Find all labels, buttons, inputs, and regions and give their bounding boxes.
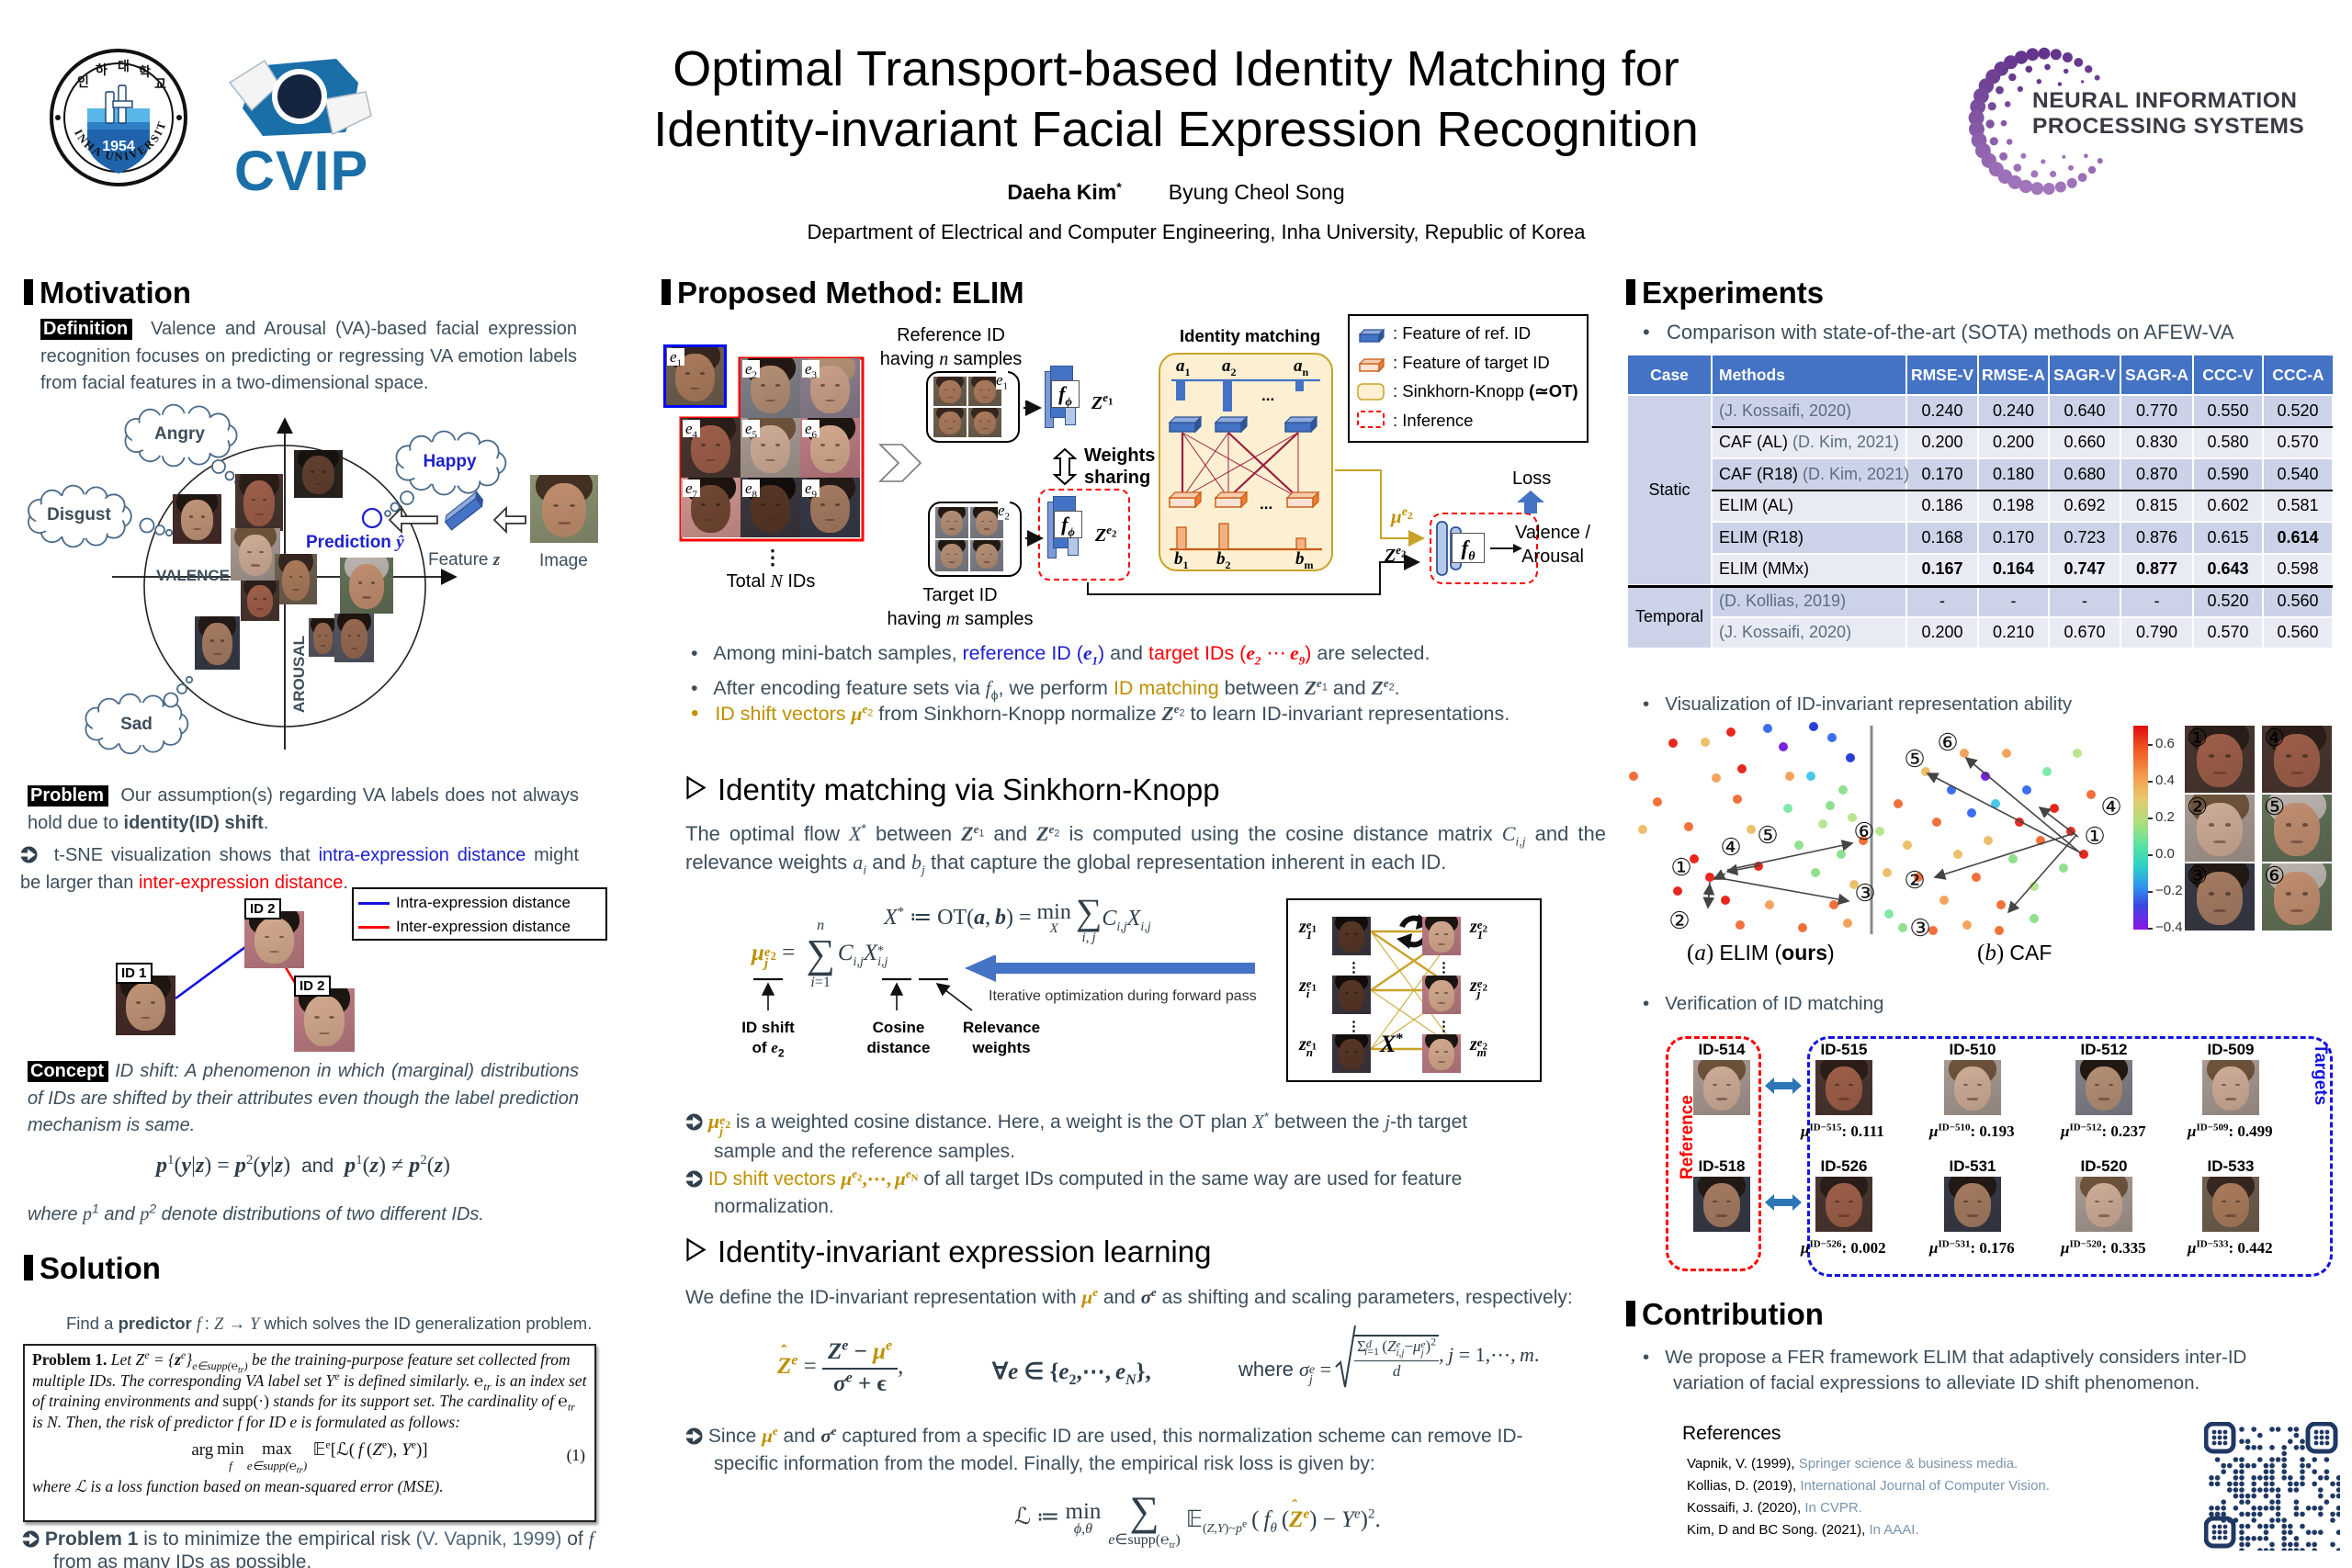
- svg-text:...: ...: [1261, 387, 1274, 404]
- svg-text:CVIP: CVIP: [234, 140, 368, 197]
- svg-text:...: ...: [1260, 495, 1272, 513]
- svg-text:①: ①: [1670, 853, 1691, 881]
- svg-text:인: 인: [77, 74, 89, 89]
- svg-text:④: ④: [2100, 793, 2121, 820]
- svg-text:⑤: ⑤: [1757, 821, 1778, 849]
- svg-text:하: 하: [96, 62, 107, 77]
- svg-text:⑥: ⑥: [1853, 818, 1874, 845]
- svg-text:③: ③: [1854, 879, 1875, 907]
- svg-text:1954: 1954: [102, 139, 135, 154]
- svg-text:④: ④: [1720, 833, 1741, 861]
- svg-text:③: ③: [1909, 914, 1930, 942]
- svg-text:학: 학: [139, 64, 151, 79]
- svg-text:대: 대: [118, 59, 130, 73]
- svg-text:⑤: ⑤: [1904, 745, 1925, 773]
- svg-text:②: ②: [1904, 866, 1925, 894]
- svg-text:①: ①: [2084, 822, 2105, 850]
- svg-text:교: 교: [154, 76, 166, 91]
- svg-text:②: ②: [1668, 907, 1690, 934]
- svg-text:⑥: ⑥: [1937, 728, 1958, 756]
